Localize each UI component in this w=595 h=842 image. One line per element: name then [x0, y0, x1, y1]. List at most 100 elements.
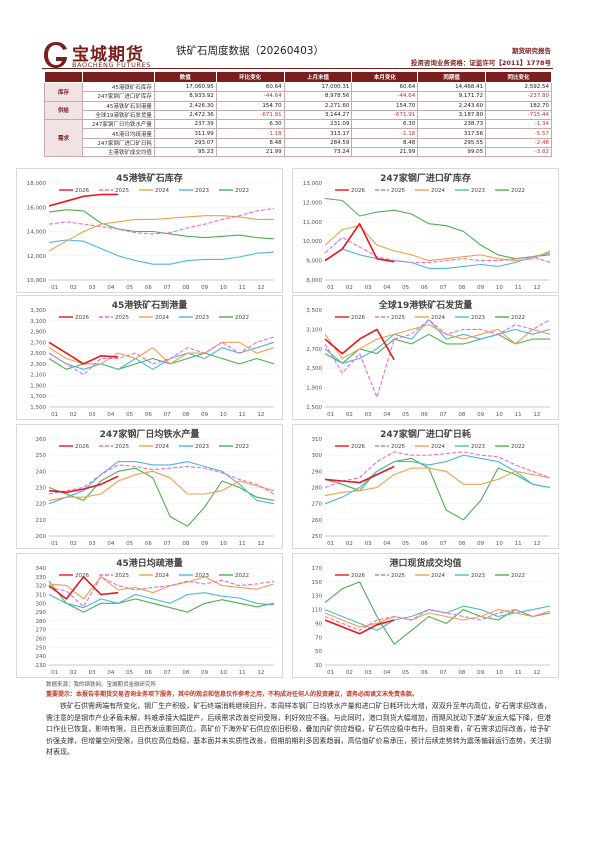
- x-tick-label: 06: [421, 412, 428, 418]
- x-tick-label: 10: [220, 285, 227, 291]
- x-tick-label: 06: [145, 670, 152, 676]
- chart-title: 247家钢厂进口矿库存: [380, 174, 471, 184]
- report-tag: 期货研究报告: [512, 47, 551, 55]
- x-tick-label: 02: [346, 412, 353, 418]
- legend-label: 2023: [471, 444, 485, 450]
- y-tick-label: 1,900: [30, 383, 46, 389]
- table-cell: -3.82: [485, 147, 552, 158]
- x-tick-label: 03: [89, 412, 96, 418]
- x-tick-label: 04: [107, 541, 114, 547]
- x-tick-label: 12: [533, 670, 540, 676]
- y-tick-label: 12,000: [303, 200, 323, 206]
- x-tick-label: 10: [496, 541, 503, 547]
- series-line-2023: [48, 592, 275, 609]
- legend-label: 2024: [431, 444, 445, 450]
- chart-title: 45港日均疏港量: [116, 559, 183, 569]
- x-tick-label: 01: [327, 670, 334, 676]
- chart-1-svg: 8,000 9,000 10,000 11,000 12,000 13,000 01 02 03…: [303, 181, 551, 291]
- y-tick-label: 240: [36, 469, 47, 475]
- y-tick-label: 1,500: [306, 405, 322, 411]
- table-cell: 231.09: [283, 119, 353, 130]
- x-tick-label: 01: [51, 412, 58, 418]
- table-label-cell: 45港铁矿石到港量: [81, 100, 155, 111]
- series-line-2024: [324, 225, 551, 262]
- x-tick-label: 09: [201, 670, 208, 676]
- legend-label: 2024: [431, 315, 445, 321]
- series-line-2026: [324, 328, 395, 361]
- table-cell: 313.17: [283, 128, 353, 139]
- x-tick-label: 06: [421, 285, 428, 291]
- chart-daily-consumption: 250 260 270 280 290 300 310 01 02 03 04 05 06 07 08 09 1…: [292, 424, 559, 549]
- x-tick-label: 10: [220, 541, 227, 547]
- y-tick-label: 110: [312, 608, 323, 614]
- series-line-2024: [324, 324, 551, 360]
- legend-label: 2025: [391, 188, 405, 194]
- legend-label: 2024: [155, 315, 169, 321]
- table-cell: 293.07: [153, 137, 217, 149]
- y-tick-label: 3,100: [30, 319, 46, 325]
- chart-port-clearance: 230 240 250 260 270 280 290 300 310 320 330 340 01 02…: [16, 553, 283, 678]
- x-tick-label: 02: [346, 541, 353, 547]
- table-cell: -2.48: [485, 137, 552, 149]
- table-cell: -1.18: [215, 128, 285, 139]
- header-divider: [42, 68, 553, 69]
- x-tick-label: 12: [257, 412, 264, 418]
- series-line-2023: [324, 248, 551, 269]
- logo-emblem-icon: [44, 42, 67, 68]
- table-label-cell: 247家钢厂进口矿日耗: [81, 137, 155, 149]
- table-cell: 9,171.72: [417, 91, 487, 102]
- y-tick-label: 250: [36, 453, 47, 459]
- y-tick-label: 300: [312, 453, 323, 459]
- x-tick-label: 11: [239, 285, 246, 291]
- y-tick-label: 3,100: [306, 327, 322, 333]
- x-tick-label: 02: [346, 285, 353, 291]
- y-tick-label: 270: [36, 628, 47, 634]
- series-line-2022: [48, 580, 275, 613]
- chart-title: 247家钢厂进口矿日耗: [380, 430, 471, 440]
- table-header-cell: 本月变化: [351, 71, 419, 83]
- legend-label: 2025: [391, 444, 405, 450]
- y-tick-label: 2,700: [30, 340, 46, 346]
- y-tick-label: 290: [312, 469, 323, 475]
- x-tick-label: 11: [515, 285, 522, 291]
- x-tick-label: 06: [145, 285, 152, 291]
- y-tick-label: 250: [312, 534, 323, 540]
- x-tick-label: 04: [383, 285, 390, 291]
- table-cell: 73.24: [283, 147, 353, 158]
- table-cell: 60.64: [215, 81, 285, 93]
- chart-title: 45港铁矿石到港量: [111, 301, 188, 311]
- y-tick-label: 1,500: [30, 405, 46, 411]
- y-tick-label: 1,900: [306, 386, 322, 392]
- y-tick-label: 310: [36, 592, 47, 598]
- y-tick-label: 230: [36, 486, 47, 492]
- legend-label: 2026: [75, 188, 89, 194]
- table-cell: 182.70: [485, 100, 552, 111]
- legend-label: 2026: [75, 573, 89, 579]
- x-tick-label: 07: [440, 541, 447, 547]
- table-header-cell: [44, 71, 83, 83]
- table-header-cell: 环比变化: [215, 71, 285, 83]
- y-tick-label: 18,000: [27, 181, 47, 187]
- x-tick-label: 07: [440, 670, 447, 676]
- chart-5-svg: 250 260 270 280 290 300 310 01 02 03 04 05 06 07 08 09 1…: [312, 437, 551, 547]
- legend-label: 2022: [235, 315, 249, 321]
- legend-label: 2023: [471, 573, 485, 579]
- x-tick-label: 09: [477, 670, 484, 676]
- x-tick-label: 12: [533, 285, 540, 291]
- table-header-cell: 上月末值: [283, 71, 353, 83]
- y-tick-label: 16,000: [27, 205, 47, 211]
- y-tick-label: 200: [36, 534, 47, 540]
- table-cell: -1.34: [485, 119, 552, 130]
- legend-label: 2023: [195, 444, 209, 450]
- x-tick-label: 09: [201, 412, 208, 418]
- y-tick-label: 250: [36, 645, 47, 651]
- chart-port-arrivals: 1,500 1,700 1,900 2,100 2,300 2,500 2,700 2,900…: [16, 295, 283, 420]
- x-tick-label: 08: [458, 541, 465, 547]
- table-cell: 8.48: [351, 137, 419, 149]
- legend-label: 2022: [511, 444, 525, 450]
- legend-label: 2023: [471, 188, 485, 194]
- y-tick-label: 10,000: [27, 278, 47, 284]
- legend-label: 2023: [195, 315, 209, 321]
- legend-label: 2024: [431, 188, 445, 194]
- table-cell: -44.64: [215, 91, 285, 102]
